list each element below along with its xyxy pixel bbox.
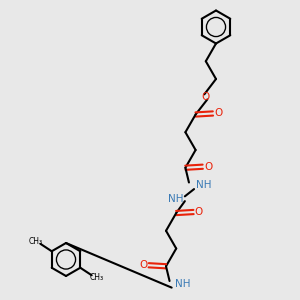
Text: CH₃: CH₃: [28, 237, 42, 246]
Text: CH₃: CH₃: [90, 273, 104, 282]
Text: O: O: [214, 109, 223, 118]
Text: O: O: [202, 92, 210, 102]
Text: NH: NH: [169, 194, 184, 204]
Text: O: O: [139, 260, 147, 270]
Text: NH: NH: [196, 181, 211, 190]
Text: NH: NH: [175, 279, 190, 289]
Text: O: O: [204, 162, 212, 172]
Text: O: O: [195, 207, 203, 217]
